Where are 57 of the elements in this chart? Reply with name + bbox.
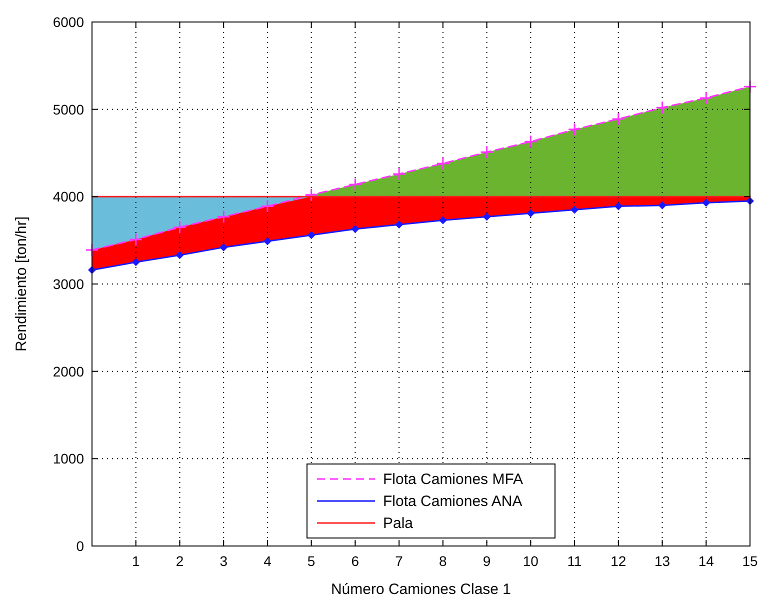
point xyxy=(614,202,622,210)
x-tick-label: 11 xyxy=(567,553,582,569)
point xyxy=(702,198,710,207)
point xyxy=(568,122,582,136)
x-tick-label: 1 xyxy=(132,553,140,569)
x-tick-label: 9 xyxy=(482,553,491,569)
point xyxy=(482,212,491,221)
x-tick-label: 6 xyxy=(351,553,360,569)
x-axis-title: Número Camiones Clase 1 xyxy=(330,581,512,598)
x-tick-label: 4 xyxy=(264,553,272,569)
point xyxy=(395,220,404,229)
y-tick-label: 3000 xyxy=(52,276,84,292)
point xyxy=(743,80,757,94)
x-tick-label: 5 xyxy=(307,553,316,569)
x-tick-label: 8 xyxy=(439,553,448,569)
y-tick-label: 0 xyxy=(76,538,84,554)
point xyxy=(570,206,579,214)
point xyxy=(699,91,713,105)
x-tick-label: 12 xyxy=(610,553,626,569)
legend-label: Pala xyxy=(383,515,414,532)
x-tick-label: 15 xyxy=(742,553,758,569)
point xyxy=(392,167,406,181)
y-axis-title: Rendimiento [ton/hr] xyxy=(13,216,30,352)
point xyxy=(132,258,140,266)
x-tick-label: 2 xyxy=(176,553,184,569)
point xyxy=(348,178,362,192)
y-tick-label: 4000 xyxy=(52,188,84,205)
point xyxy=(612,112,626,126)
x-tick-label: 14 xyxy=(698,553,714,569)
point xyxy=(260,200,274,214)
point xyxy=(526,209,535,218)
point xyxy=(438,216,447,224)
point xyxy=(220,243,228,252)
point xyxy=(129,232,143,246)
point xyxy=(307,231,316,240)
point xyxy=(480,145,494,159)
point xyxy=(85,243,99,257)
y-tick-label: 1000 xyxy=(52,450,84,467)
point xyxy=(658,201,666,210)
legend-label: Flota Camiones MFA xyxy=(383,471,524,488)
x-tick-label: 10 xyxy=(522,553,539,569)
y-tick-label: 2000 xyxy=(52,363,84,380)
point xyxy=(436,156,450,170)
legend-label: Flota Camiones ANA xyxy=(383,493,522,510)
y-tick-label: 6000 xyxy=(52,14,84,30)
x-tick-label: 7 xyxy=(395,553,404,569)
point xyxy=(524,134,538,148)
point xyxy=(351,224,360,233)
point xyxy=(176,251,184,260)
point xyxy=(656,100,670,114)
point xyxy=(304,188,318,202)
point xyxy=(172,220,186,234)
x-tick-label: 3 xyxy=(220,553,228,569)
y-tick-label: 5000 xyxy=(52,101,84,118)
x-tick-label: 13 xyxy=(654,553,670,569)
point xyxy=(216,210,230,224)
point xyxy=(263,237,272,246)
